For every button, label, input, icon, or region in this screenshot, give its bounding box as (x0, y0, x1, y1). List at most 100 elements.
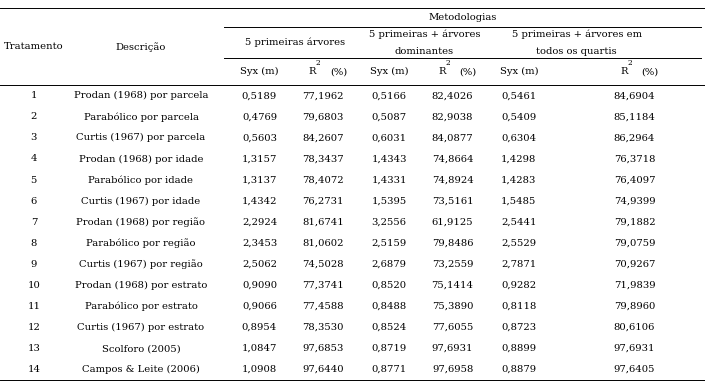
Text: Curtis (1967) por estrato: Curtis (1967) por estrato (78, 323, 204, 332)
Text: 73,2559: 73,2559 (432, 260, 473, 269)
Text: 2: 2 (627, 60, 632, 67)
Text: 2: 2 (316, 60, 321, 67)
Text: 3: 3 (30, 133, 37, 142)
Text: 75,3890: 75,3890 (432, 302, 473, 311)
Text: 97,6958: 97,6958 (432, 365, 473, 374)
Text: 0,4769: 0,4769 (242, 113, 277, 121)
Text: 97,6405: 97,6405 (614, 365, 655, 374)
Text: 77,4588: 77,4588 (302, 302, 344, 311)
Text: 97,6440: 97,6440 (302, 365, 344, 374)
Text: 1,5485: 1,5485 (501, 197, 537, 205)
Text: Curtis (1967) por parcela: Curtis (1967) por parcela (76, 133, 206, 142)
Text: 11: 11 (27, 302, 40, 311)
Text: 77,6055: 77,6055 (432, 323, 473, 332)
Text: 79,8960: 79,8960 (614, 302, 655, 311)
Text: 1,0908: 1,0908 (242, 365, 277, 374)
Text: 2,7871: 2,7871 (501, 260, 537, 269)
Text: Parabólico por idade: Parabólico por idade (89, 175, 193, 185)
Text: 2,5159: 2,5159 (372, 239, 407, 248)
Text: 1,0847: 1,0847 (242, 344, 277, 353)
Text: 1,4342: 1,4342 (242, 197, 277, 205)
Text: 0,6304: 0,6304 (501, 133, 537, 142)
Text: Parabólico por região: Parabólico por região (86, 238, 196, 248)
Text: 0,5409: 0,5409 (501, 113, 537, 121)
Text: 1,4283: 1,4283 (501, 175, 537, 185)
Text: 82,4026: 82,4026 (432, 91, 473, 100)
Text: 5: 5 (30, 175, 37, 185)
Text: 1: 1 (30, 91, 37, 100)
Text: Scolforo (2005): Scolforo (2005) (102, 344, 180, 353)
Text: 0,9090: 0,9090 (242, 281, 277, 290)
Text: 78,4072: 78,4072 (302, 175, 344, 185)
Text: (%): (%) (330, 67, 347, 76)
Text: 2,3453: 2,3453 (242, 239, 277, 248)
Text: 79,0759: 79,0759 (614, 239, 655, 248)
Text: 2,5441: 2,5441 (501, 218, 537, 227)
Text: 78,3437: 78,3437 (302, 154, 344, 164)
Text: 4: 4 (30, 154, 37, 164)
Text: 79,6803: 79,6803 (302, 113, 343, 121)
Text: 0,9282: 0,9282 (501, 281, 537, 290)
Text: Prodan (1968) por região: Prodan (1968) por região (77, 217, 205, 227)
Text: Parabólico por parcela: Parabólico por parcela (83, 112, 199, 122)
Text: 0,5189: 0,5189 (242, 91, 277, 100)
Text: 73,5161: 73,5161 (431, 197, 474, 205)
Text: 76,3718: 76,3718 (614, 154, 655, 164)
Text: 0,9066: 0,9066 (242, 302, 277, 311)
Text: 74,8924: 74,8924 (431, 175, 474, 185)
Text: R: R (308, 67, 316, 76)
Text: 13: 13 (27, 344, 40, 353)
Text: 82,9038: 82,9038 (432, 113, 473, 121)
Text: 70,9267: 70,9267 (614, 260, 655, 269)
Text: Parabólico por estrato: Parabólico por estrato (85, 302, 197, 311)
Text: 79,1882: 79,1882 (613, 218, 656, 227)
Text: 84,2607: 84,2607 (302, 133, 343, 142)
Text: 2: 2 (30, 113, 37, 121)
Text: 9: 9 (30, 260, 37, 269)
Text: 7: 7 (30, 218, 37, 227)
Text: dominantes: dominantes (395, 46, 454, 56)
Text: 80,6106: 80,6106 (614, 323, 655, 332)
Text: 0,8524: 0,8524 (372, 323, 407, 332)
Text: 0,8954: 0,8954 (242, 323, 277, 332)
Text: 76,2731: 76,2731 (302, 197, 343, 205)
Text: 0,8723: 0,8723 (501, 323, 537, 332)
Text: 1,3137: 1,3137 (242, 175, 277, 185)
Text: 76,4097: 76,4097 (614, 175, 655, 185)
Text: 2,5529: 2,5529 (501, 239, 537, 248)
Text: 74,9399: 74,9399 (613, 197, 656, 205)
Text: 0,8719: 0,8719 (372, 344, 407, 353)
Text: 2,2924: 2,2924 (242, 218, 277, 227)
Text: Syx (m): Syx (m) (370, 67, 408, 76)
Text: 6: 6 (31, 197, 37, 205)
Text: Descrição: Descrição (116, 42, 166, 52)
Text: 1,4331: 1,4331 (372, 175, 407, 185)
Text: 1,5395: 1,5395 (372, 197, 407, 205)
Text: 2: 2 (446, 60, 450, 67)
Text: 5 primeiras + árvores: 5 primeiras + árvores (369, 30, 480, 39)
Text: 0,8118: 0,8118 (501, 302, 537, 311)
Text: 1,4298: 1,4298 (501, 154, 537, 164)
Text: 0,8520: 0,8520 (372, 281, 407, 290)
Text: 75,1414: 75,1414 (431, 281, 474, 290)
Text: 1,4343: 1,4343 (372, 154, 407, 164)
Text: 85,1184: 85,1184 (613, 113, 656, 121)
Text: 10: 10 (27, 281, 40, 290)
Text: 0,5603: 0,5603 (242, 133, 277, 142)
Text: Prodan (1968) por idade: Prodan (1968) por idade (79, 154, 203, 164)
Text: 97,6931: 97,6931 (432, 344, 473, 353)
Text: 78,3530: 78,3530 (302, 323, 343, 332)
Text: 3,2556: 3,2556 (372, 218, 407, 227)
Text: 84,6904: 84,6904 (613, 91, 656, 100)
Text: R: R (438, 67, 446, 76)
Text: Prodan (1968) por estrato: Prodan (1968) por estrato (75, 281, 207, 290)
Text: 0,5461: 0,5461 (501, 91, 537, 100)
Text: 0,6031: 0,6031 (372, 133, 407, 142)
Text: (%): (%) (642, 67, 658, 76)
Text: 14: 14 (27, 365, 40, 374)
Text: (%): (%) (460, 67, 477, 76)
Text: 77,1962: 77,1962 (302, 91, 343, 100)
Text: 8: 8 (30, 239, 37, 248)
Text: 12: 12 (27, 323, 40, 332)
Text: 74,5028: 74,5028 (302, 260, 344, 269)
